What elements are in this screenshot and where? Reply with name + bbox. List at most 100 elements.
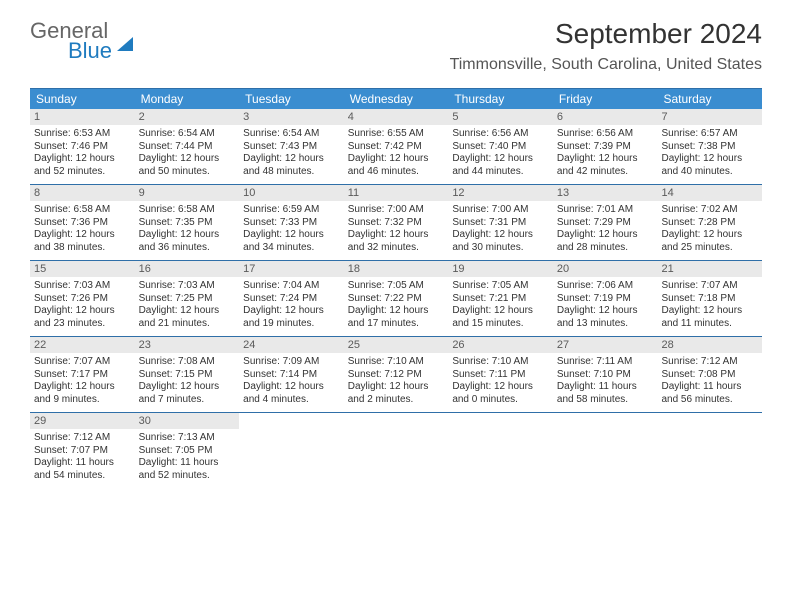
sunrise-text: Sunrise: 7:01 AM	[557, 204, 654, 217]
daylight-text: Daylight: 12 hours and 36 minutes.	[139, 229, 236, 254]
sunrise-text: Sunrise: 7:12 AM	[661, 356, 758, 369]
daylight-text: Daylight: 11 hours and 52 minutes.	[139, 457, 236, 482]
sunset-text: Sunset: 7:35 PM	[139, 217, 236, 230]
sunset-text: Sunset: 7:14 PM	[243, 369, 340, 382]
sunset-text: Sunset: 7:18 PM	[661, 293, 758, 306]
calendar-cell: 17Sunrise: 7:04 AMSunset: 7:24 PMDayligh…	[239, 261, 344, 336]
daylight-text: Daylight: 12 hours and 44 minutes.	[452, 153, 549, 178]
calendar-cell	[448, 413, 553, 488]
sunrise-text: Sunrise: 6:54 AM	[139, 128, 236, 141]
logo: General Blue	[30, 18, 133, 64]
calendar-cell: 23Sunrise: 7:08 AMSunset: 7:15 PMDayligh…	[135, 337, 240, 412]
daylight-text: Daylight: 12 hours and 52 minutes.	[34, 153, 131, 178]
day-number: 12	[448, 185, 553, 201]
sunset-text: Sunset: 7:32 PM	[348, 217, 445, 230]
sunrise-text: Sunrise: 7:03 AM	[139, 280, 236, 293]
daylight-text: Daylight: 12 hours and 50 minutes.	[139, 153, 236, 178]
day-number: 22	[30, 337, 135, 353]
sunrise-text: Sunrise: 6:53 AM	[34, 128, 131, 141]
day-number: 27	[553, 337, 658, 353]
day-header-friday: Friday	[553, 89, 658, 109]
daylight-text: Daylight: 12 hours and 42 minutes.	[557, 153, 654, 178]
sunset-text: Sunset: 7:36 PM	[34, 217, 131, 230]
day-number: 26	[448, 337, 553, 353]
day-number: 5	[448, 109, 553, 125]
daylight-text: Daylight: 12 hours and 38 minutes.	[34, 229, 131, 254]
day-number: 21	[657, 261, 762, 277]
sunrise-text: Sunrise: 7:04 AM	[243, 280, 340, 293]
sunrise-text: Sunrise: 6:59 AM	[243, 204, 340, 217]
daylight-text: Daylight: 12 hours and 19 minutes.	[243, 305, 340, 330]
daylight-text: Daylight: 12 hours and 7 minutes.	[139, 381, 236, 406]
daylight-text: Daylight: 12 hours and 15 minutes.	[452, 305, 549, 330]
day-number: 18	[344, 261, 449, 277]
sunrise-text: Sunrise: 7:06 AM	[557, 280, 654, 293]
sunrise-text: Sunrise: 7:05 AM	[348, 280, 445, 293]
sunset-text: Sunset: 7:19 PM	[557, 293, 654, 306]
day-number: 2	[135, 109, 240, 125]
calendar: SundayMondayTuesdayWednesdayThursdayFrid…	[30, 88, 762, 488]
sunrise-text: Sunrise: 7:02 AM	[661, 204, 758, 217]
sunrise-text: Sunrise: 6:57 AM	[661, 128, 758, 141]
sunset-text: Sunset: 7:22 PM	[348, 293, 445, 306]
daylight-text: Daylight: 12 hours and 48 minutes.	[243, 153, 340, 178]
sunset-text: Sunset: 7:08 PM	[661, 369, 758, 382]
calendar-cell: 12Sunrise: 7:00 AMSunset: 7:31 PMDayligh…	[448, 185, 553, 260]
calendar-cell: 21Sunrise: 7:07 AMSunset: 7:18 PMDayligh…	[657, 261, 762, 336]
calendar-cell: 6Sunrise: 6:56 AMSunset: 7:39 PMDaylight…	[553, 109, 658, 184]
day-number: 9	[135, 185, 240, 201]
day-number: 8	[30, 185, 135, 201]
title-block: September 2024 Timmonsville, South Carol…	[450, 18, 762, 74]
day-number: 13	[553, 185, 658, 201]
calendar-cell	[239, 413, 344, 488]
sunrise-text: Sunrise: 6:54 AM	[243, 128, 340, 141]
sunset-text: Sunset: 7:11 PM	[452, 369, 549, 382]
daylight-text: Daylight: 12 hours and 0 minutes.	[452, 381, 549, 406]
sunrise-text: Sunrise: 7:00 AM	[348, 204, 445, 217]
sunset-text: Sunset: 7:44 PM	[139, 141, 236, 154]
sunset-text: Sunset: 7:17 PM	[34, 369, 131, 382]
sunrise-text: Sunrise: 7:10 AM	[452, 356, 549, 369]
day-number: 30	[135, 413, 240, 429]
calendar-cell: 27Sunrise: 7:11 AMSunset: 7:10 PMDayligh…	[553, 337, 658, 412]
day-header-wednesday: Wednesday	[344, 89, 449, 109]
calendar-cell: 24Sunrise: 7:09 AMSunset: 7:14 PMDayligh…	[239, 337, 344, 412]
sunset-text: Sunset: 7:05 PM	[139, 445, 236, 458]
sunrise-text: Sunrise: 7:05 AM	[452, 280, 549, 293]
daylight-text: Daylight: 12 hours and 11 minutes.	[661, 305, 758, 330]
sunset-text: Sunset: 7:25 PM	[139, 293, 236, 306]
sunrise-text: Sunrise: 6:56 AM	[557, 128, 654, 141]
daylight-text: Daylight: 12 hours and 34 minutes.	[243, 229, 340, 254]
day-header-saturday: Saturday	[657, 89, 762, 109]
day-number: 20	[553, 261, 658, 277]
day-number: 16	[135, 261, 240, 277]
day-header-row: SundayMondayTuesdayWednesdayThursdayFrid…	[30, 89, 762, 109]
calendar-cell: 1Sunrise: 6:53 AMSunset: 7:46 PMDaylight…	[30, 109, 135, 184]
sunset-text: Sunset: 7:31 PM	[452, 217, 549, 230]
calendar-cell: 18Sunrise: 7:05 AMSunset: 7:22 PMDayligh…	[344, 261, 449, 336]
sunset-text: Sunset: 7:40 PM	[452, 141, 549, 154]
day-number: 11	[344, 185, 449, 201]
calendar-cell: 10Sunrise: 6:59 AMSunset: 7:33 PMDayligh…	[239, 185, 344, 260]
sunset-text: Sunset: 7:21 PM	[452, 293, 549, 306]
daylight-text: Daylight: 12 hours and 13 minutes.	[557, 305, 654, 330]
calendar-cell: 7Sunrise: 6:57 AMSunset: 7:38 PMDaylight…	[657, 109, 762, 184]
calendar-cell: 25Sunrise: 7:10 AMSunset: 7:12 PMDayligh…	[344, 337, 449, 412]
sunset-text: Sunset: 7:10 PM	[557, 369, 654, 382]
daylight-text: Daylight: 12 hours and 4 minutes.	[243, 381, 340, 406]
sunrise-text: Sunrise: 7:00 AM	[452, 204, 549, 217]
calendar-cell: 15Sunrise: 7:03 AMSunset: 7:26 PMDayligh…	[30, 261, 135, 336]
sunrise-text: Sunrise: 6:58 AM	[34, 204, 131, 217]
calendar-cell: 16Sunrise: 7:03 AMSunset: 7:25 PMDayligh…	[135, 261, 240, 336]
day-number: 28	[657, 337, 762, 353]
sunrise-text: Sunrise: 7:11 AM	[557, 356, 654, 369]
sunrise-text: Sunrise: 6:56 AM	[452, 128, 549, 141]
sunset-text: Sunset: 7:29 PM	[557, 217, 654, 230]
calendar-cell: 22Sunrise: 7:07 AMSunset: 7:17 PMDayligh…	[30, 337, 135, 412]
sunset-text: Sunset: 7:15 PM	[139, 369, 236, 382]
day-header-thursday: Thursday	[448, 89, 553, 109]
day-header-monday: Monday	[135, 89, 240, 109]
calendar-cell: 8 Sunrise: 6:58 AMSunset: 7:36 PMDaylight…	[30, 185, 135, 260]
calendar-cell	[657, 413, 762, 488]
calendar-cell: 9Sunrise: 6:58 AMSunset: 7:35 PMDaylight…	[135, 185, 240, 260]
